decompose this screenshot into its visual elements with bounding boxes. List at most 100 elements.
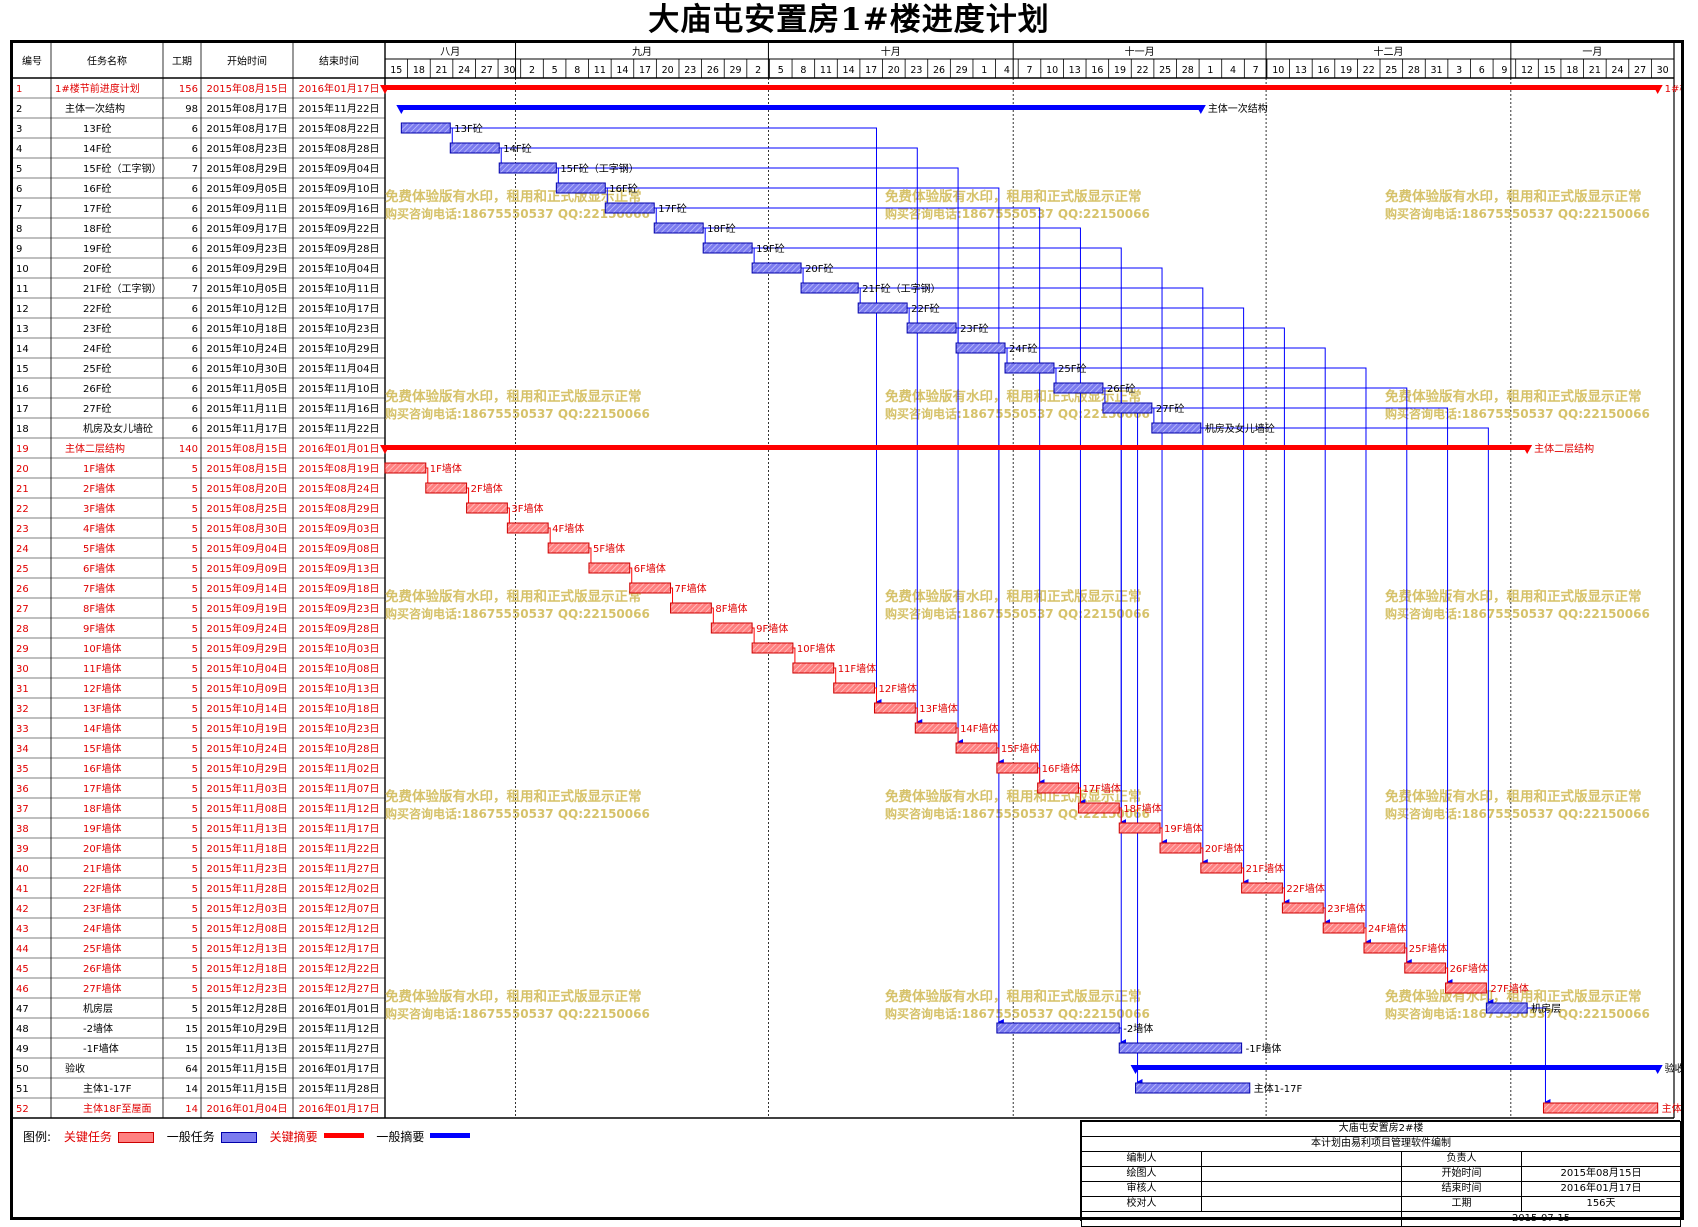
task-duration: 5 bbox=[192, 484, 198, 495]
task-start: 2015年09月24日 bbox=[207, 622, 288, 635]
task-duration: 15 bbox=[185, 1044, 198, 1055]
task-name: 9F墙体 bbox=[83, 622, 115, 635]
month-label: 一月 bbox=[1582, 46, 1602, 58]
bar-label: 13F砼 bbox=[454, 122, 482, 135]
task-name: 4F墙体 bbox=[83, 522, 115, 535]
bar-label: 主体二层结构 bbox=[1534, 442, 1594, 455]
info-end-label: 结束时间 bbox=[1401, 1181, 1522, 1197]
task-name: 17F墙体 bbox=[83, 782, 121, 795]
task-end: 2015年12月17日 bbox=[299, 942, 380, 955]
task-bar bbox=[1542, 1102, 1659, 1114]
task-bar bbox=[751, 262, 802, 274]
task-start: 2015年08月15日 bbox=[207, 462, 288, 475]
task-start: 2015年12月08日 bbox=[207, 922, 288, 935]
task-end: 2015年11月04日 bbox=[299, 362, 380, 375]
task-bar bbox=[1118, 1042, 1243, 1054]
task-id: 28 bbox=[16, 624, 29, 635]
task-id: 47 bbox=[16, 1004, 29, 1015]
tick-label: 10 bbox=[1272, 65, 1284, 76]
task-bar bbox=[629, 582, 672, 594]
legend-general-task-label: 一般任务 bbox=[166, 1129, 215, 1144]
task-name: 15F墙体 bbox=[83, 742, 121, 755]
task-id: 52 bbox=[16, 1104, 29, 1115]
watermark-line2: 购买咨询电话:18675550537 QQ:22150066 bbox=[885, 406, 1150, 421]
bar-label: 27F墙体 bbox=[1490, 982, 1528, 995]
sequence-connector bbox=[1005, 347, 1008, 364]
task-duration: 156 bbox=[179, 84, 198, 95]
watermark-line1: 免费体验版有水印，租用和正式版显示正常 bbox=[885, 188, 1142, 205]
task-start: 2015年10月05日 bbox=[207, 282, 288, 295]
watermark-line1: 免费体验版有水印，租用和正式版显示正常 bbox=[385, 588, 642, 605]
bar-label: 1F墙体 bbox=[430, 462, 462, 475]
tick-label: 1 bbox=[981, 65, 987, 76]
task-end: 2015年12月27日 bbox=[299, 982, 380, 995]
watermark-line2: 购买咨询电话:18675550537 QQ:22150066 bbox=[385, 606, 650, 621]
info-drawer-label: 绘图人 bbox=[1081, 1166, 1202, 1182]
tick-label: 3 bbox=[1456, 65, 1462, 76]
task-end: 2016年01月17日 bbox=[299, 1102, 380, 1115]
bar-label: 4F墙体 bbox=[552, 522, 584, 535]
tick-label: 27 bbox=[1634, 65, 1646, 76]
task-start: 2015年11月23日 bbox=[207, 862, 288, 875]
bar-label: 22F墙体 bbox=[1286, 882, 1324, 895]
sequence-connector bbox=[1363, 927, 1367, 944]
legend-critical-task-label: 关键任务 bbox=[63, 1129, 112, 1144]
task-bar bbox=[653, 222, 704, 234]
task-id: 37 bbox=[16, 804, 29, 815]
task-bar bbox=[1037, 782, 1079, 794]
sequence-connector bbox=[629, 567, 633, 584]
task-duration: 5 bbox=[192, 544, 198, 555]
task-start: 2015年11月13日 bbox=[207, 1042, 288, 1055]
task-end: 2015年09月28日 bbox=[299, 622, 380, 635]
task-bar bbox=[833, 682, 875, 694]
bar-label: -2墙体 bbox=[1123, 1022, 1153, 1035]
bar-label: 24F墙体 bbox=[1368, 922, 1406, 935]
task-name: 验收 bbox=[65, 1062, 85, 1075]
task-name: 10F墙体 bbox=[83, 642, 121, 655]
tick-label: 15 bbox=[390, 65, 402, 76]
task-end: 2015年09月03日 bbox=[299, 522, 380, 535]
bar-label: 12F墙体 bbox=[878, 682, 916, 695]
task-bar bbox=[1404, 962, 1447, 974]
task-duration: 5 bbox=[192, 744, 198, 755]
task-duration: 5 bbox=[192, 784, 198, 795]
dependency-link bbox=[801, 267, 1168, 845]
task-id: 16 bbox=[16, 384, 29, 395]
critical-task-swatch bbox=[117, 1131, 154, 1143]
task-duration: 64 bbox=[185, 1064, 198, 1075]
task-id: 30 bbox=[16, 664, 29, 675]
task-bar bbox=[800, 282, 859, 294]
task-start: 2015年10月12日 bbox=[207, 302, 288, 315]
tick-label: 31 bbox=[1431, 65, 1443, 76]
task-id: 12 bbox=[16, 304, 29, 315]
dependency-link bbox=[1527, 1007, 1551, 1105]
sequence-connector bbox=[703, 227, 706, 244]
info-reviewer-label: 审核人 bbox=[1081, 1181, 1202, 1197]
task-id: 17 bbox=[16, 404, 29, 415]
task-end: 2015年10月03日 bbox=[299, 642, 380, 655]
task-end: 2015年10月28日 bbox=[299, 742, 380, 755]
info-date: 2015-07-15 bbox=[1401, 1211, 1681, 1227]
task-bar bbox=[955, 342, 1006, 354]
task-end: 2015年09月04日 bbox=[299, 162, 380, 175]
task-duration: 6 bbox=[192, 204, 198, 215]
bar-label: 主体一次结构 bbox=[1208, 102, 1268, 115]
sequence-connector bbox=[956, 327, 959, 344]
task-end: 2015年10月13日 bbox=[299, 682, 380, 695]
task-bar bbox=[1135, 1082, 1251, 1094]
task-id: 38 bbox=[16, 824, 29, 835]
task-end: 2015年11月17日 bbox=[299, 822, 380, 835]
watermark-line1: 免费体验版有水印，租用和正式版显示正常 bbox=[385, 388, 642, 405]
sequence-connector bbox=[466, 487, 470, 504]
bar-label: 26F砼 bbox=[1107, 382, 1135, 395]
task-duration: 6 bbox=[192, 364, 198, 375]
bar-label: 机房层 bbox=[1531, 1002, 1561, 1015]
task-duration: 14 bbox=[185, 1084, 198, 1095]
dependency-link bbox=[956, 327, 1290, 905]
dependency-link bbox=[752, 247, 1127, 825]
task-start: 2015年09月23日 bbox=[207, 242, 288, 255]
task-duration: 6 bbox=[192, 404, 198, 415]
bar-label: 2F墙体 bbox=[471, 482, 503, 495]
legend-title: 图例: bbox=[23, 1129, 52, 1144]
task-bar bbox=[449, 142, 500, 154]
